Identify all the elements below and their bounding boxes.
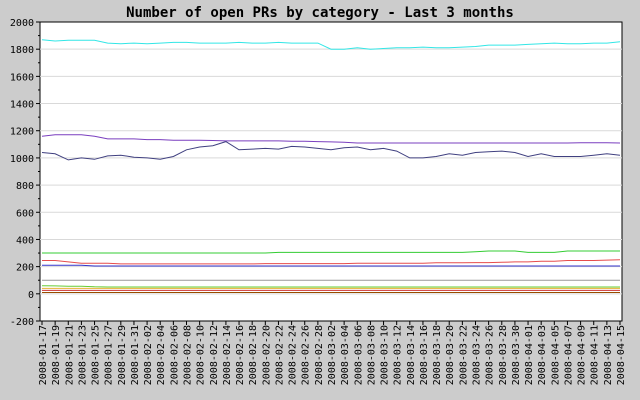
x-tick-label: 2008-01-31 — [130, 325, 141, 385]
x-tick-label: 2008-04-11 — [590, 325, 601, 385]
x-tick-label: 2008-02-08 — [183, 325, 194, 385]
x-tick-label: 2008-03-12 — [393, 325, 404, 385]
x-tick-label: 2008-04-03 — [537, 325, 548, 385]
y-tick-label: 600 — [16, 208, 34, 219]
x-tick-label: 2008-03-14 — [406, 325, 417, 385]
x-tick-label: 2008-03-10 — [380, 325, 391, 385]
series-line-8 — [41, 285, 620, 288]
series-line-4 — [42, 250, 620, 254]
x-tick-label: 2008-02-20 — [261, 325, 272, 385]
x-tick-label: 2008-02-10 — [196, 325, 207, 385]
y-tick-label: 1200 — [10, 127, 34, 138]
series-line-5 — [42, 259, 621, 265]
x-tick-label: 2008-01-27 — [104, 325, 115, 385]
x-tick-label: 2008-02-22 — [274, 325, 285, 385]
x-tick-label: 2008-03-04 — [340, 325, 351, 385]
series-line-1 — [41, 39, 621, 50]
y-tick-label: 0 — [28, 290, 34, 301]
series-group — [41, 39, 621, 293]
x-tick-label: 2008-03-02 — [327, 325, 338, 385]
x-tick-label: 2008-01-19 — [51, 325, 62, 385]
x-tick-label: 2008-04-13 — [603, 325, 614, 385]
x-tick-label: 2008-04-01 — [524, 325, 535, 385]
series-line-2 — [41, 134, 621, 144]
y-tick-label: 1600 — [10, 72, 34, 83]
x-tick-label: 2008-01-21 — [64, 325, 75, 385]
y-tick-label: 1000 — [10, 154, 34, 165]
x-tick-label: 2008-02-06 — [169, 325, 180, 385]
x-tick-label: 2008-02-14 — [222, 325, 233, 385]
x-tick-label: 2008-03-24 — [472, 325, 483, 385]
chart-title: Number of open PRs by category - Last 3 … — [126, 5, 514, 21]
x-tick-label: 2008-03-22 — [458, 325, 469, 385]
x-tick-label: 2008-01-23 — [77, 325, 88, 385]
x-tick-label: 2008-04-09 — [577, 325, 588, 385]
x-tick-label: 2008-03-28 — [498, 325, 509, 385]
x-tick-label: 2008-03-26 — [485, 325, 496, 385]
x-tick-label: 2008-03-16 — [419, 325, 430, 385]
x-tick-label: 2008-04-05 — [550, 325, 561, 385]
series-line-6 — [42, 264, 620, 267]
x-tick-label: 2008-02-04 — [156, 325, 167, 385]
y-tick-label: 1800 — [10, 45, 34, 56]
y-tick-label: 400 — [16, 235, 34, 246]
x-tick-label: 2008-03-06 — [353, 325, 364, 385]
x-tick-label: 2008-02-26 — [301, 325, 312, 385]
x-tick-label: 2008-03-20 — [445, 325, 456, 385]
x-tick-label: 2008-01-29 — [117, 325, 128, 385]
y-tick-label: 2000 — [10, 18, 34, 29]
x-tick-label: 2008-02-02 — [143, 325, 154, 385]
x-tick-label: 2008-04-15 — [616, 325, 627, 385]
plot-area — [39, 21, 623, 322]
x-tick-label: 2008-02-12 — [209, 325, 220, 385]
y-tick-label: 200 — [16, 263, 34, 274]
y-axis: -200 0 200 400 600 800 1000 1200 1400 1600 1800 200… — [10, 18, 40, 328]
y-tick-label: 1400 — [10, 100, 34, 111]
x-tick-label: 2008-02-16 — [235, 325, 246, 385]
x-tick-label: 2008-03-18 — [432, 325, 443, 385]
x-tick-label: 2008-02-28 — [314, 325, 325, 385]
x-tick-label: 2008-02-18 — [248, 325, 259, 385]
x-tick-label: 2008-01-25 — [91, 325, 102, 385]
y-tick-label: 800 — [16, 181, 34, 192]
y-tick-label: -200 — [10, 317, 34, 328]
series-line-3 — [41, 141, 621, 161]
x-tick-label: 2008-01-17 — [38, 325, 49, 385]
x-tick-label: 2008-03-08 — [366, 325, 377, 385]
x-tick-label: 2008-02-24 — [288, 325, 299, 385]
x-tick-label: 2008-03-30 — [511, 325, 522, 385]
x-axis: 2008-01-17 2008-01-19 2008-01-21 2008-01-23… — [38, 321, 627, 385]
x-tick-label: 2008-04-07 — [563, 325, 574, 385]
